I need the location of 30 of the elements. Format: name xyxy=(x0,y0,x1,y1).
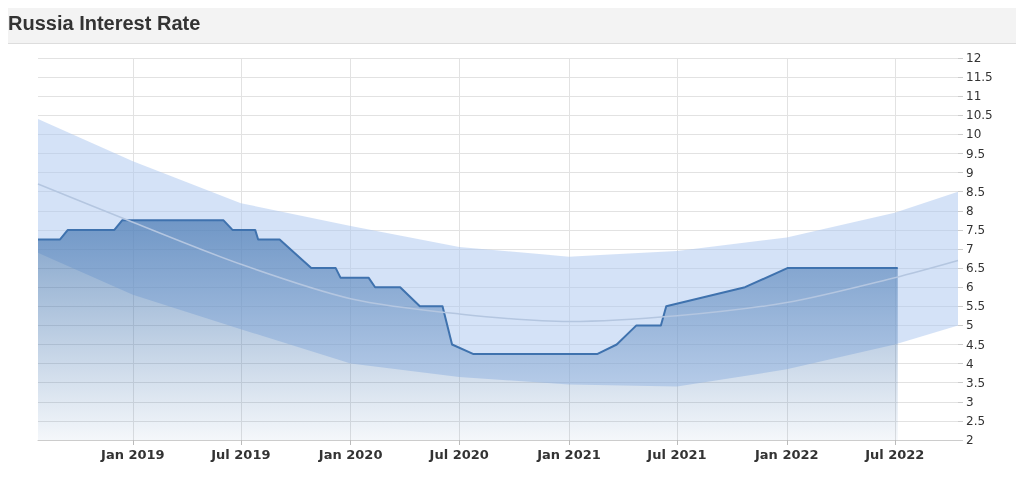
y-tick-label: 10.5 xyxy=(966,108,993,123)
y-tick-label: 11.5 xyxy=(966,70,993,85)
y-tick-label: 4.5 xyxy=(966,337,986,352)
y-tick-label: 12 xyxy=(966,51,982,65)
x-tick-label: Jul 2022 xyxy=(864,447,925,462)
x-tick-label: Jul 2020 xyxy=(428,447,489,462)
y-tick-label: 2.5 xyxy=(966,413,986,428)
y-tick-label: 8 xyxy=(966,203,974,218)
y-tick-label: 5.5 xyxy=(966,299,986,314)
y-tick-label: 9.5 xyxy=(966,146,986,161)
y-tick-label: 7 xyxy=(966,242,974,256)
y-tick-label: 3 xyxy=(966,394,974,409)
x-tick-label: Jan 2022 xyxy=(753,447,819,462)
y-tick-label: 9 xyxy=(966,165,974,180)
y-tick-label: 3.5 xyxy=(966,375,986,390)
y-tick-label: 11 xyxy=(966,89,982,104)
x-tick-label: Jan 2019 xyxy=(100,447,165,462)
x-tick-label: Jan 2021 xyxy=(536,447,601,462)
y-tick-label: 7.5 xyxy=(966,222,986,237)
y-tick-label: 8.5 xyxy=(966,184,986,199)
x-tick-label: Jul 2021 xyxy=(646,447,707,462)
chart-title: Russia Interest Rate xyxy=(8,8,1016,44)
y-tick-label: 4 xyxy=(966,356,974,371)
x-tick-label: Jul 2019 xyxy=(210,447,271,462)
y-tick-label: 2 xyxy=(966,433,974,447)
x-tick-label: Jan 2020 xyxy=(317,447,383,462)
y-tick-label: 10 xyxy=(966,127,982,142)
y-tick-label: 6 xyxy=(966,280,974,295)
y-tick-label: 5 xyxy=(966,318,974,333)
y-tick-label: 6.5 xyxy=(966,261,986,276)
